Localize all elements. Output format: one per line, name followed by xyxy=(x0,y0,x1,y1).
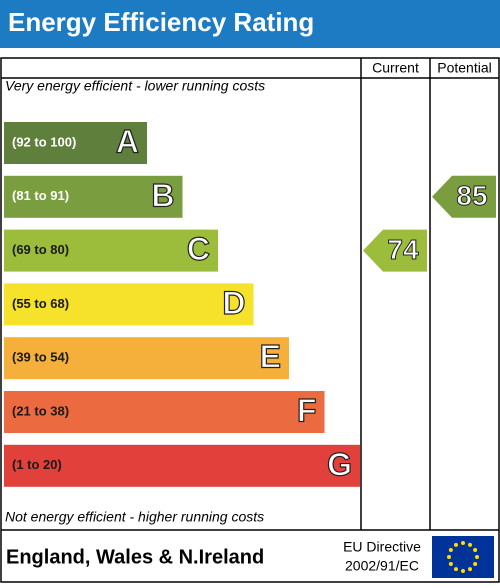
column-header: Potential xyxy=(437,60,491,76)
band-bar xyxy=(4,122,147,164)
band-range: (39 to 54) xyxy=(12,350,69,365)
star xyxy=(468,542,472,547)
star xyxy=(448,548,453,552)
band-letter: D xyxy=(222,285,245,321)
star xyxy=(447,555,451,559)
band-range: (81 to 91) xyxy=(12,188,69,203)
star xyxy=(461,541,465,545)
band-range: (69 to 80) xyxy=(12,242,69,257)
rating-arrow xyxy=(363,229,427,272)
band-bar xyxy=(4,337,289,380)
region: England, Wales & N.Ireland xyxy=(6,546,264,568)
band-letter: C xyxy=(187,231,210,267)
band-bar xyxy=(4,444,360,487)
column-header: Current xyxy=(372,60,419,76)
band-letter: G xyxy=(327,446,352,482)
rating-value: 74 xyxy=(387,234,419,265)
star xyxy=(473,548,478,552)
band-bar xyxy=(4,391,325,433)
band-range: (21 to 38) xyxy=(12,403,69,418)
band-range: (92 to 100) xyxy=(12,134,76,149)
band-bar xyxy=(4,283,254,326)
star xyxy=(454,542,458,547)
bottom-note: Not energy efficient - higher running co… xyxy=(5,509,264,525)
band-letter: A xyxy=(116,123,139,159)
eu-flag xyxy=(432,536,494,578)
band-letter: E xyxy=(260,339,281,375)
band-range: (55 to 68) xyxy=(12,296,69,311)
top-note: Very energy efficient - lower running co… xyxy=(5,78,265,94)
star xyxy=(454,567,458,572)
title: Energy Efficiency Rating xyxy=(8,7,314,37)
band-letter: B xyxy=(151,177,174,213)
directive: 2002/91/EC xyxy=(345,558,419,574)
star xyxy=(473,562,478,566)
star xyxy=(468,567,472,572)
title-bar xyxy=(0,0,500,48)
directive: EU Directive xyxy=(343,539,421,555)
rating-arrow xyxy=(432,175,496,218)
star xyxy=(461,569,465,573)
rating-value: 85 xyxy=(456,180,487,211)
band-bar xyxy=(4,229,218,272)
star xyxy=(448,562,453,566)
band-range: (1 to 20) xyxy=(12,457,62,472)
band-letter: F xyxy=(297,392,317,428)
band-bar xyxy=(4,175,183,218)
star xyxy=(475,555,479,559)
